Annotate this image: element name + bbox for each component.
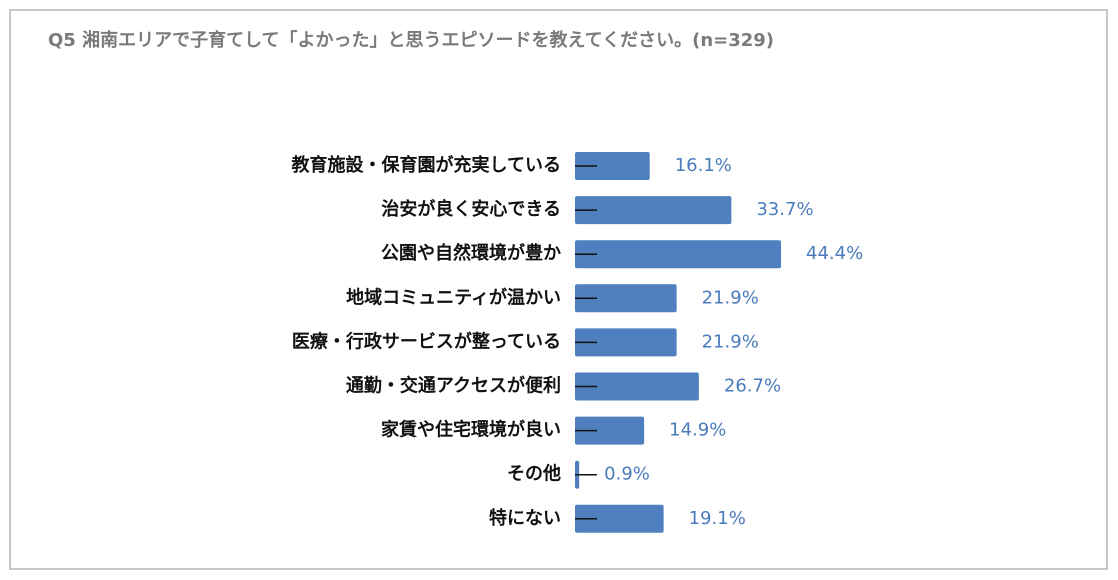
category-label: 教育施設・保育園が充実している [292,154,561,176]
value-label: 19.1% [689,508,746,529]
bar [575,504,664,533]
category-label: 治安が良く安心できる [381,198,561,220]
bar [575,372,699,401]
value-label: 0.9% [604,464,650,485]
category-label: 特にない [489,507,561,529]
category-label: 通勤・交通アクセスが便利 [346,375,561,397]
value-label: 26.7% [724,376,781,397]
chart-title: Q5 湘南エリアで子育てして「よかった」と思うエピソードを教えてください。(n=… [48,29,774,51]
value-label: 21.9% [702,331,759,352]
category-label: 公園や自然環境が豊か [381,242,561,264]
value-label: 16.1% [675,155,732,176]
bar [575,416,645,445]
bar [575,196,732,225]
category-label: 家賃や住宅環境が良い [381,419,561,441]
value-label: 44.4% [806,243,863,264]
frame [9,9,1108,570]
category-label: 医療・行政サービスが整っている [292,330,561,352]
value-label: 33.7% [756,199,813,220]
value-label: 21.9% [702,287,759,308]
bar [575,284,677,313]
bar [575,328,677,357]
category-label: 地域コミュニティが温かい [346,286,561,308]
bar [575,152,650,180]
bar [575,240,782,269]
value-label: 14.9% [669,420,726,441]
category-label: その他 [507,463,561,485]
